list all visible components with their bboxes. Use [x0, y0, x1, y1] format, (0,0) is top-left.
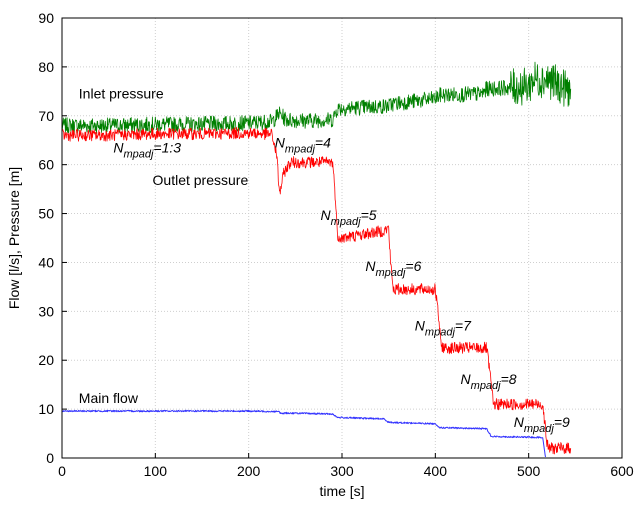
series-layer [61, 61, 572, 458]
annotation-subscript: mpadj [524, 423, 555, 435]
annotation-subscript: mpadj [375, 267, 406, 279]
annotation-suffix: =9 [554, 414, 570, 430]
series-line-outlet-pressure [61, 126, 572, 455]
annotation-prefix: N [365, 258, 376, 274]
annotation-prefix: N [275, 135, 286, 151]
ticks: 0 100 200 300 400 500 600 0 10 20 30 40 50 60 70 80 90 [38, 10, 633, 479]
annotation-prefix: N [321, 207, 332, 223]
x-tick-label: 0 [58, 463, 66, 479]
y-tick-label: 80 [38, 59, 54, 75]
x-tick-label: 500 [517, 463, 541, 479]
annotation-n5: Nmpadj=5 [321, 207, 377, 228]
y-tick-label: 20 [38, 352, 54, 368]
annotation-subscript: mpadj [285, 144, 316, 156]
annotation-suffix: =5 [361, 207, 377, 223]
annotation-suffix: =7 [455, 317, 472, 333]
annotation-suffix: =6 [405, 258, 421, 274]
annotation-subscript: mpadj [425, 326, 456, 338]
annotation-subscript: mpadj [471, 380, 502, 392]
annotation-n7: Nmpadj=7 [415, 317, 472, 338]
series-line-inlet-pressure [61, 61, 572, 134]
x-tick-label: 200 [237, 463, 261, 479]
annotation-n9: Nmpadj=9 [514, 414, 570, 435]
x-axis-label: time [s] [319, 483, 364, 499]
annotation-suffix: =1:3 [153, 139, 181, 155]
x-tick-label: 400 [424, 463, 448, 479]
annotations: Inlet pressure Outlet pressure Main flow Nm… [79, 86, 570, 436]
annotation-flow_label: Main flow [79, 390, 139, 406]
x-tick-label: 600 [610, 463, 634, 479]
y-tick-label: 70 [38, 108, 54, 124]
annotation-subscript: mpadj [123, 148, 154, 160]
annotation-suffix: =4 [315, 135, 331, 151]
annotation-prefix: N [415, 317, 426, 333]
y-tick-label: 30 [38, 303, 54, 319]
series-line-main-flow [61, 409, 546, 458]
annotation-n4: Nmpadj=4 [275, 135, 331, 156]
annotation-n13: Nmpadj=1:3 [113, 139, 181, 160]
annotation-inlet_label: Inlet pressure [79, 86, 164, 102]
y-tick-label: 90 [38, 10, 54, 26]
y-tick-label: 40 [38, 254, 54, 270]
annotation-subscript: mpadj [331, 216, 362, 228]
annotation-prefix: N [514, 414, 525, 430]
annotation-n8: Nmpadj=8 [461, 371, 517, 392]
annotation-n6: Nmpadj=6 [365, 258, 421, 279]
annotation-prefix: N [113, 139, 124, 155]
annotation-outlet_label: Outlet pressure [153, 172, 249, 188]
annotation-suffix: =8 [501, 371, 517, 387]
y-axis-label: Flow [l/s], Pressure [m] [6, 167, 22, 309]
y-tick-label: 60 [38, 157, 54, 173]
y-tick-label: 0 [46, 450, 54, 466]
annotation-prefix: N [461, 371, 472, 387]
x-tick-label: 100 [144, 463, 168, 479]
y-tick-label: 50 [38, 206, 54, 222]
x-tick-label: 300 [330, 463, 354, 479]
y-tick-label: 10 [38, 401, 54, 417]
